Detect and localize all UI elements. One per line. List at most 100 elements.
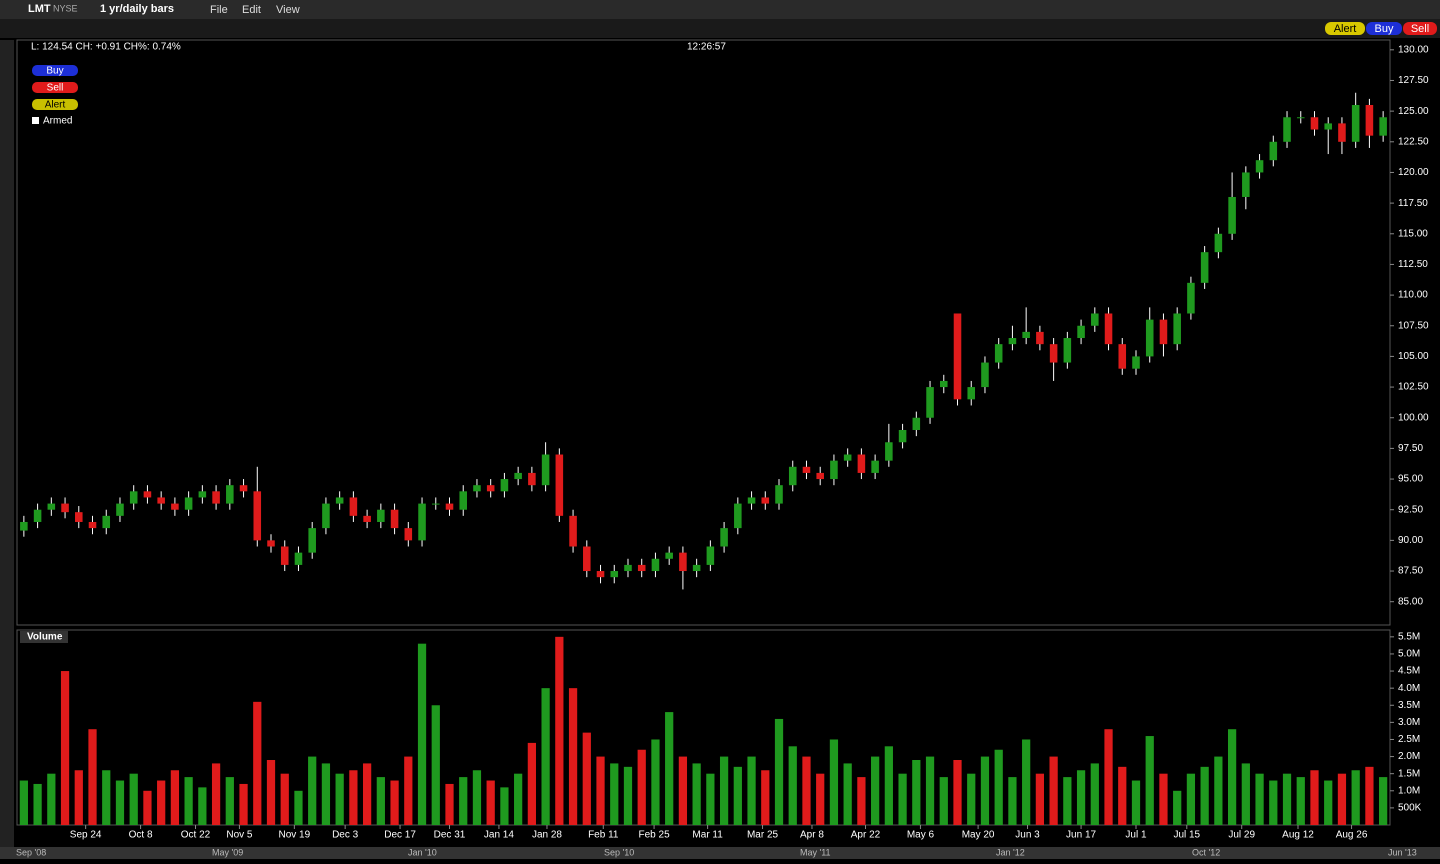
candle-body xyxy=(967,387,976,400)
volume-bar xyxy=(184,777,193,825)
volume-bar xyxy=(362,763,372,825)
x-tick-label: Aug 26 xyxy=(1336,830,1368,841)
volume-bar xyxy=(774,718,784,825)
candle-body xyxy=(1283,117,1291,142)
candle-body xyxy=(184,497,193,510)
volume-bar xyxy=(747,756,756,825)
panel-sell[interactable] xyxy=(32,82,78,93)
volume-bar xyxy=(390,780,399,825)
volume-bar xyxy=(33,783,42,825)
x-tick-label: Jul 29 xyxy=(1228,830,1255,841)
menu-file[interactable]: File xyxy=(210,4,228,16)
volume-bar xyxy=(486,780,495,825)
volume-bar xyxy=(692,763,701,825)
volume-bar xyxy=(637,749,646,825)
candle-body xyxy=(239,485,248,492)
panel-alert[interactable] xyxy=(32,99,78,110)
candle-body xyxy=(843,454,852,461)
panel-buy-label: Buy xyxy=(46,66,63,77)
candle-body xyxy=(1338,123,1346,142)
tool-bar xyxy=(0,19,1440,38)
candle-body xyxy=(761,497,770,504)
x-tick-label: Mar 11 xyxy=(692,830,723,841)
y-tick-label: 97.50 xyxy=(1398,443,1423,454)
volume-bar xyxy=(1269,780,1278,825)
y-tick-label: 130.00 xyxy=(1398,44,1429,55)
x-tick-label: Feb 25 xyxy=(639,830,671,841)
candle-body xyxy=(253,491,262,541)
candle-body xyxy=(335,497,344,504)
volume-bar xyxy=(253,701,262,825)
candle-body xyxy=(816,472,824,480)
y-tick-label: 92.50 xyxy=(1398,504,1423,515)
volume-bar xyxy=(74,770,83,825)
candle-body xyxy=(994,344,1003,363)
menu-bar xyxy=(0,0,1440,19)
candle-body xyxy=(1214,233,1223,253)
x-tick-label: Apr 22 xyxy=(851,830,881,841)
y-tick-label: 107.50 xyxy=(1398,320,1429,331)
panel-sell-label: Sell xyxy=(47,83,64,94)
y-tick-label: 117.50 xyxy=(1398,198,1428,209)
candle-body xyxy=(1145,319,1154,357)
volume-bar xyxy=(88,729,97,825)
candle-body xyxy=(898,430,907,443)
armed-label: Armed xyxy=(43,116,72,127)
candle-body xyxy=(912,417,921,430)
candle-body xyxy=(747,497,756,504)
volume-bar xyxy=(610,763,619,825)
candle-body xyxy=(610,571,619,578)
armed-checkbox[interactable] xyxy=(32,117,39,124)
candle-body xyxy=(143,491,152,498)
volume-bar xyxy=(678,756,688,825)
y-tick-label: 122.50 xyxy=(1398,136,1429,147)
volume-bar xyxy=(1118,766,1127,825)
y-tick-label: 120.00 xyxy=(1398,167,1429,178)
volume-bar xyxy=(239,783,248,825)
quote-time: 12:26:57 xyxy=(687,42,726,53)
candle-body xyxy=(720,528,728,547)
x-tick-label: Jul 1 xyxy=(1125,830,1147,841)
candle-body xyxy=(857,454,866,473)
candle-body xyxy=(88,521,97,529)
menu-edit[interactable]: Edit xyxy=(242,4,261,16)
candle-body xyxy=(926,387,934,418)
y-tick-label: 3.0M xyxy=(1398,717,1420,728)
candle-body xyxy=(1036,331,1044,345)
candle-body xyxy=(308,528,316,553)
volume-bar xyxy=(1063,777,1072,825)
volume-bar xyxy=(623,766,633,825)
candle-body xyxy=(61,503,69,513)
candle-body xyxy=(528,472,536,486)
timeline-label: Oct '12 xyxy=(1192,847,1220,857)
alert-button[interactable] xyxy=(1325,22,1365,35)
candle-body xyxy=(294,552,303,565)
y-tick-label: 1.5M xyxy=(1398,768,1420,779)
candle-body xyxy=(1324,123,1332,130)
candle-body xyxy=(788,466,797,486)
candle-body xyxy=(212,491,220,504)
timeline-label: Jan '12 xyxy=(996,847,1025,857)
period[interactable]: 1 yr/daily bars xyxy=(100,3,174,15)
volume-bar xyxy=(541,688,550,825)
menu-view[interactable]: View xyxy=(276,4,300,16)
y-tick-label: 4.5M xyxy=(1398,666,1420,677)
x-tick-label: Sep 24 xyxy=(70,830,102,841)
alert-label: Alert xyxy=(1334,23,1357,35)
volume-bar xyxy=(60,671,70,825)
candle-body xyxy=(1379,117,1387,136)
timeline-label: Sep '08 xyxy=(16,847,46,857)
buy-button[interactable] xyxy=(1366,22,1402,35)
y-tick-label: 4.0M xyxy=(1398,683,1420,694)
volume-bar xyxy=(651,739,660,825)
candle-body xyxy=(33,509,42,522)
candle-body xyxy=(692,564,701,572)
volume-bar xyxy=(102,770,111,825)
volume-bar xyxy=(1008,777,1017,825)
sell-button[interactable] xyxy=(1403,22,1437,35)
volume-bar xyxy=(280,773,289,825)
panel-buy[interactable] xyxy=(32,65,78,76)
symbol[interactable]: LMT xyxy=(28,3,51,15)
